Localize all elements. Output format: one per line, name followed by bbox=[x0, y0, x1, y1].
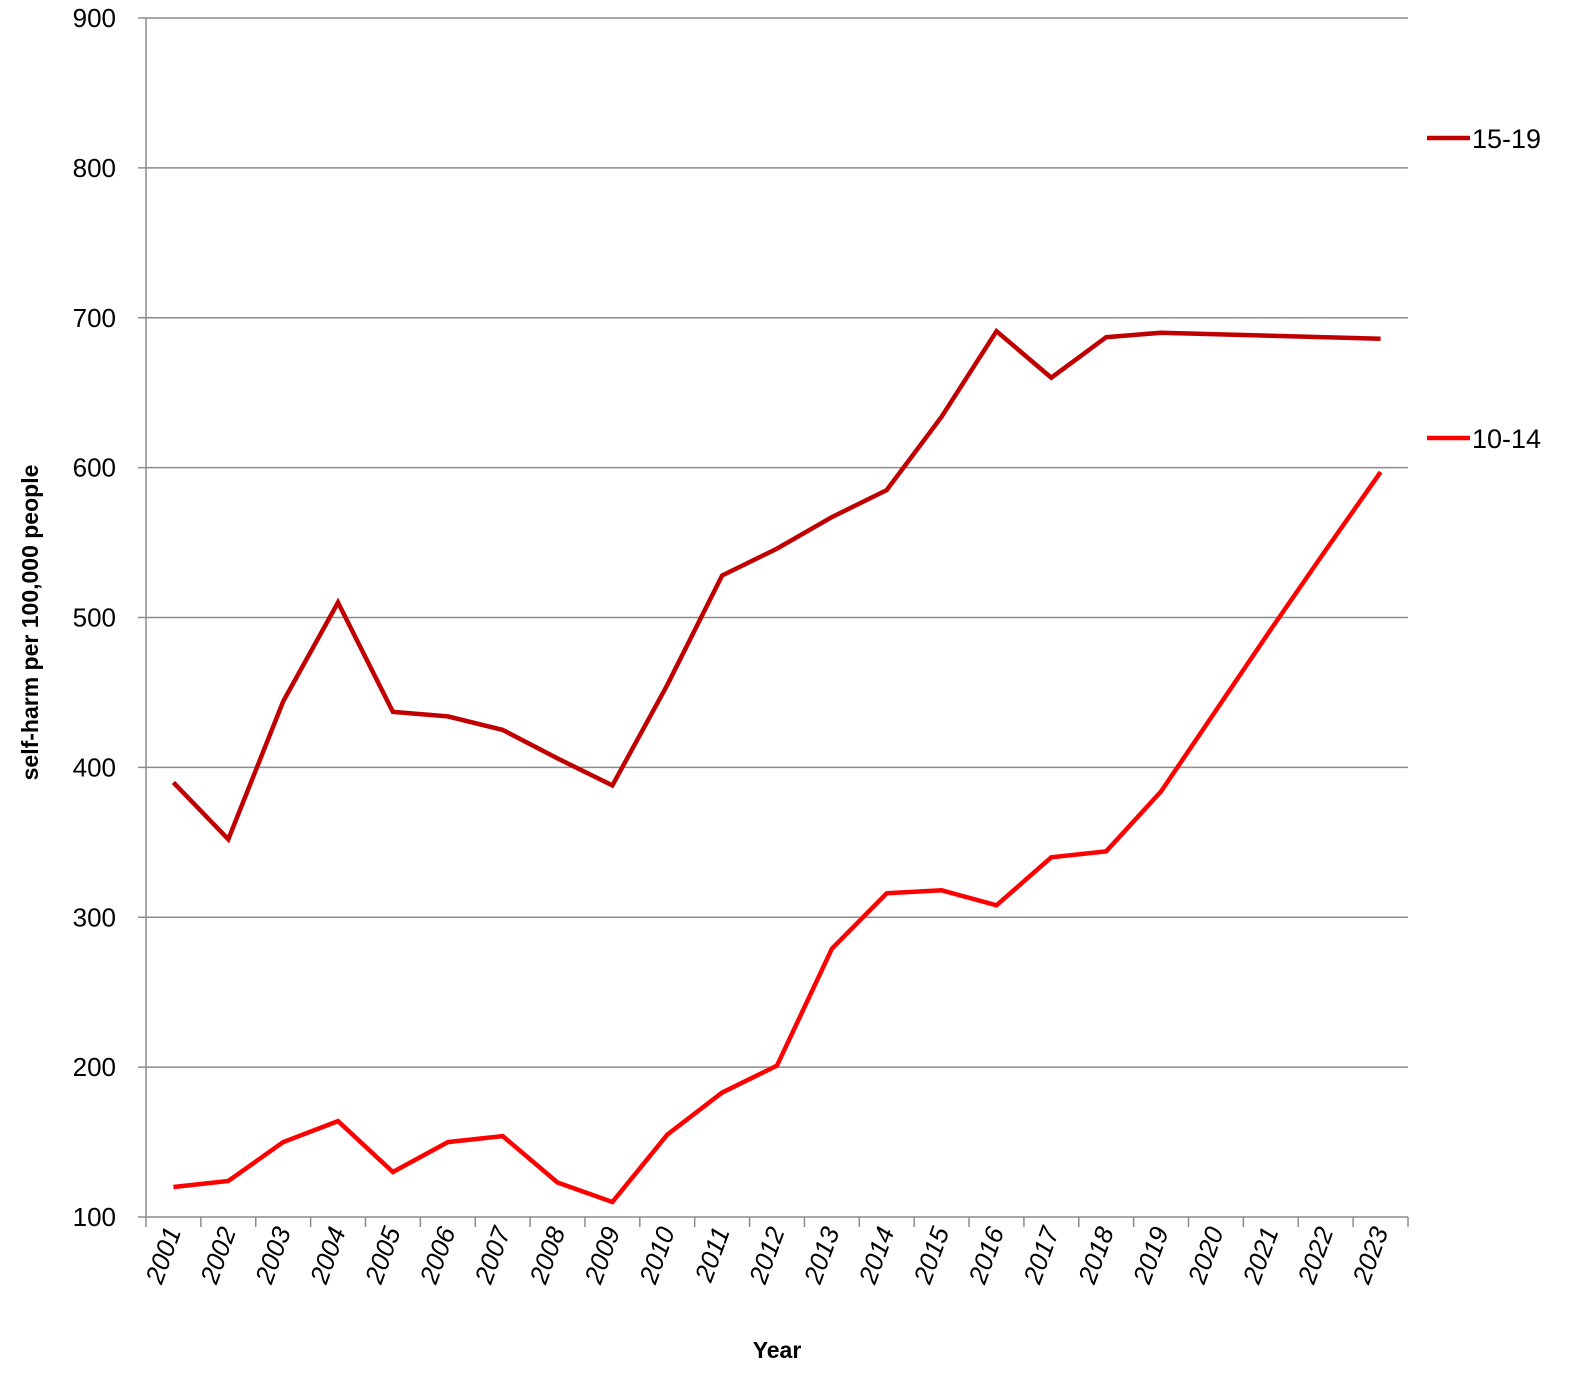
x-tick-label: 2007 bbox=[468, 1221, 517, 1288]
y-tick-labels: 100 200 300 400 500 600 700 800 900 bbox=[73, 3, 116, 1232]
y-tick-label: 700 bbox=[73, 303, 116, 333]
x-tick-label: 2020 bbox=[1181, 1222, 1229, 1288]
axes bbox=[138, 17, 1409, 1227]
x-tick-label: 2021 bbox=[1236, 1223, 1284, 1289]
x-tick-label: 2008 bbox=[523, 1222, 571, 1288]
y-tick-label: 800 bbox=[73, 153, 116, 183]
y-tick-label: 500 bbox=[73, 603, 116, 633]
series-line-10-14 bbox=[173, 470, 1383, 1205]
x-tick-label: 2015 bbox=[907, 1222, 955, 1288]
x-tick-label: 2012 bbox=[742, 1222, 790, 1288]
x-tick-label: 2002 bbox=[194, 1222, 242, 1288]
x-tick-label: 2004 bbox=[303, 1223, 351, 1289]
x-tick-label: 2017 bbox=[1017, 1221, 1066, 1288]
y-tick-label: 900 bbox=[73, 3, 116, 33]
y-tick-label: 600 bbox=[73, 453, 116, 483]
y-tick-label: 200 bbox=[73, 1052, 116, 1082]
x-tick-label: 2014 bbox=[852, 1223, 900, 1289]
x-tick-label: 2016 bbox=[962, 1222, 1010, 1288]
y-tick-label: 400 bbox=[73, 752, 116, 782]
x-tick-label: 2003 bbox=[248, 1222, 296, 1288]
legend-label: 15-19 bbox=[1472, 124, 1541, 154]
gridlines bbox=[146, 17, 1408, 1068]
y-tick-label: 300 bbox=[73, 902, 116, 932]
legend-item: 15-19 bbox=[1427, 124, 1541, 154]
x-tick-label: 2019 bbox=[1126, 1223, 1174, 1289]
series-lines bbox=[171, 327, 1383, 1205]
x-tick-label: 2009 bbox=[578, 1223, 626, 1289]
y-axis-title: self-harm per 100,000 people bbox=[17, 465, 43, 781]
x-tick-label: 2018 bbox=[1072, 1222, 1120, 1288]
x-tick-label: 2023 bbox=[1346, 1222, 1394, 1288]
x-axis-title: Year bbox=[753, 1337, 802, 1363]
x-tick-labels: 2001 2002 2003 2004 2005 2006 2007 2008 2009 2010… bbox=[139, 1221, 1395, 1288]
legend: 15-19 10-14 bbox=[1427, 124, 1541, 454]
x-tick-label: 2001 bbox=[139, 1223, 187, 1289]
x-tick-label: 2006 bbox=[413, 1222, 461, 1288]
x-tick-label: 2022 bbox=[1291, 1222, 1339, 1288]
legend-label: 10-14 bbox=[1472, 424, 1541, 454]
x-tick-label: 2011 bbox=[688, 1223, 736, 1287]
y-tick-label: 100 bbox=[73, 1202, 116, 1232]
legend-item: 10-14 bbox=[1427, 424, 1541, 454]
x-tick-label: 2005 bbox=[358, 1222, 406, 1288]
x-tick-label: 2013 bbox=[797, 1222, 845, 1288]
x-tick-label: 2010 bbox=[633, 1222, 681, 1288]
series-line-15-19 bbox=[171, 327, 1381, 844]
